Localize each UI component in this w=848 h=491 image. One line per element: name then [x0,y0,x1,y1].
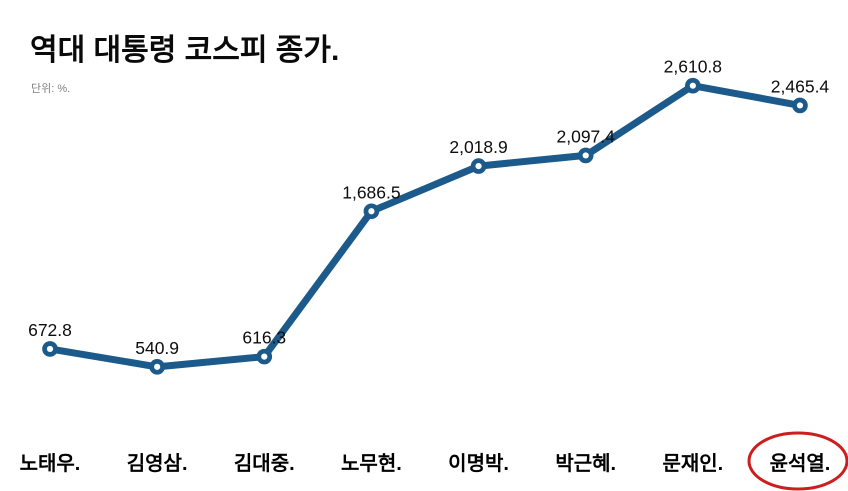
data-point-marker-hole [475,162,482,170]
x-axis-label: 노무현. [341,452,402,475]
x-axis-label: 김대중. [234,452,295,475]
data-point-value-label: 1,686.5 [342,182,400,202]
x-axis-label: 이명박. [448,452,509,475]
chart-unit-label: 단위: %. [31,83,71,95]
chart-line [46,82,804,371]
data-point-value-label: 2,097.4 [557,126,616,146]
chart-title: 역대 대통령 코스피 종가. [30,34,340,67]
data-point-marker-hole [796,102,804,109]
data-point-marker-hole [46,345,54,353]
data-point-value-label: 2,610.8 [664,57,722,77]
data-point-value-label: 2,465.4 [771,76,830,96]
data-point-marker-hole [689,82,696,89]
highlight-ellipse [747,431,848,491]
data-point-marker-hole [261,353,268,360]
x-axis-label: 문재인. [662,452,723,475]
x-axis-label: 노태우. [20,452,81,475]
data-point-value-label: 2,018.9 [449,137,507,157]
data-point-value-label: 672.8 [28,320,72,340]
x-axis-label: 윤석열. [770,452,831,475]
x-axis-label: 김영삼. [127,452,188,475]
data-point-value-label: 616.3 [242,328,286,348]
data-point-marker-hole [582,152,589,159]
data-point-marker-hole [368,208,375,215]
x-axis-label: 박근혜. [555,452,616,475]
data-point-value-label: 540.9 [135,338,179,358]
data-point-marker-hole [154,363,161,370]
